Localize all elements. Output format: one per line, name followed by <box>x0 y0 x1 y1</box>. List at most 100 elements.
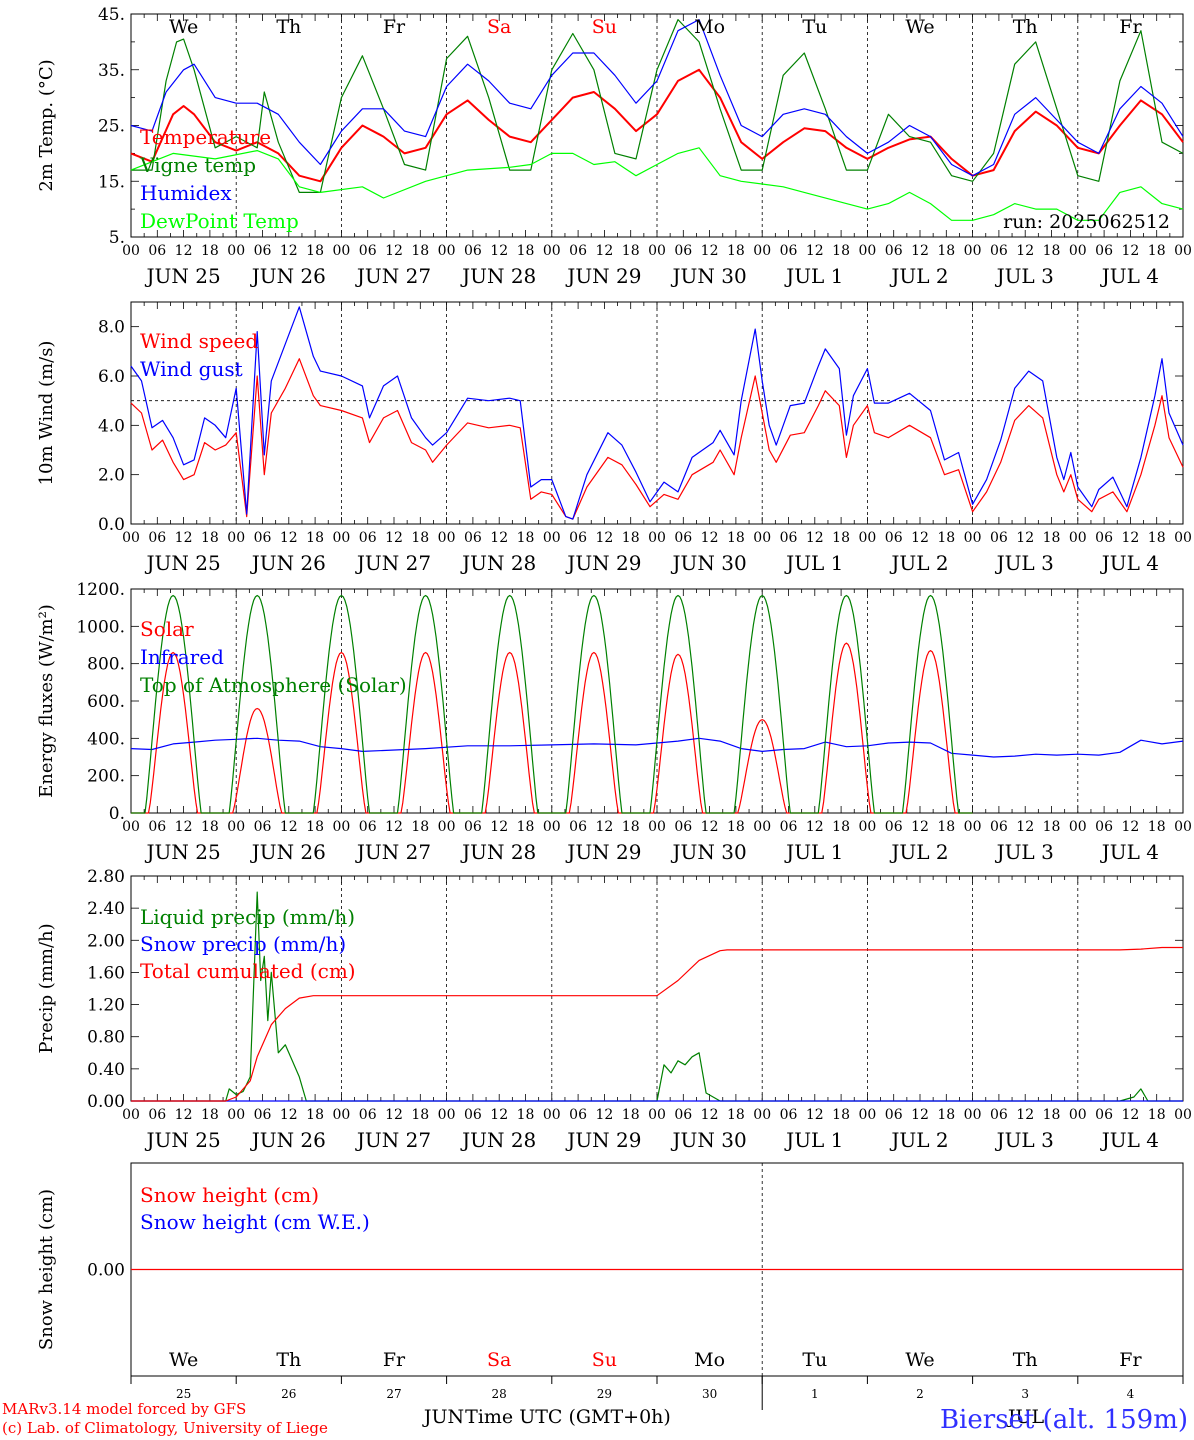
hour-tick-label: 06 <box>990 1107 1008 1123</box>
hour-tick-label: 06 <box>254 530 272 546</box>
hour-tick-label: 18 <box>1148 530 1166 546</box>
date-label: JUN 29 <box>565 840 641 864</box>
hour-tick-label: 12 <box>385 530 403 546</box>
hour-tick-label: 00 <box>332 1107 350 1123</box>
weekday-label: We <box>905 1349 934 1371</box>
date-label: JUN 28 <box>460 840 536 864</box>
hour-tick-label: 12 <box>1016 819 1034 835</box>
hour-tick-label: 00 <box>1174 243 1192 259</box>
date-label: JUL 4 <box>1100 840 1159 864</box>
hour-tick-label: 18 <box>411 1107 429 1123</box>
series-line-dewpoint-temp <box>130 147 1184 221</box>
station-label: Bierset (alt. 159m) <box>940 1405 1188 1435</box>
y-tick-label: 600. <box>87 692 125 712</box>
hour-tick-label: 12 <box>385 243 403 259</box>
hour-tick-label: 18 <box>937 530 955 546</box>
weekday-label: Tu <box>802 1349 827 1371</box>
hour-tick-label: 18 <box>727 530 745 546</box>
date-label: JUL 2 <box>889 264 948 288</box>
y-tick-label: 0.40 <box>87 1060 125 1080</box>
hour-tick-label: 12 <box>595 243 613 259</box>
weekday-label: Th <box>276 1349 301 1371</box>
hour-tick-label: 00 <box>227 1107 245 1123</box>
weekday-label: Sa <box>487 1349 511 1371</box>
hour-tick-label: 06 <box>569 819 587 835</box>
hour-tick-label: 06 <box>885 530 903 546</box>
date-label: JUL 4 <box>1100 551 1159 575</box>
hour-tick-label: 00 <box>964 1107 982 1123</box>
y-tick-label: 0.0 <box>98 515 125 535</box>
hour-tick-label: 12 <box>701 530 719 546</box>
hour-tick-label: 06 <box>674 530 692 546</box>
hour-tick-label: 06 <box>990 819 1008 835</box>
month-label: JUN <box>422 1406 464 1428</box>
hour-tick-label: 12 <box>175 243 193 259</box>
y-tick-label: 2.80 <box>87 867 125 887</box>
hour-tick-label: 00 <box>332 819 350 835</box>
hour-tick-label: 12 <box>911 243 929 259</box>
legend-label: Snow height (cm) <box>140 1183 319 1207</box>
panel-4: 0.00 0.40 0.80 1.20 1.60 2.00 2.40 2.80 Precip (… <box>36 867 1192 1152</box>
hour-tick-label: 00 <box>1174 530 1192 546</box>
bottom-axis: 25 26 27 28 29 30 1 2 3 4 JUN JUL Time UTC (GMT+0h) M… <box>2 1375 1188 1437</box>
hour-tick-label: 12 <box>1121 1107 1139 1123</box>
legend-label: Wind speed <box>140 329 258 353</box>
panel-5: 0.00 Snow height (cm) Snow height (cm) Snow… <box>36 1162 1184 1377</box>
date-label: JUN 27 <box>355 1128 431 1152</box>
y-tick-label: 0.00 <box>87 1092 125 1112</box>
hour-tick-label: 06 <box>1095 819 1113 835</box>
y-axis-label: Precip (mm/h) <box>36 923 57 1053</box>
date-label: JUN 25 <box>145 840 221 864</box>
y-tick-label: 800. <box>87 655 125 675</box>
hour-tick-label: 18 <box>622 530 640 546</box>
hour-tick-label: 00 <box>1069 1107 1087 1123</box>
date-label: JUN 27 <box>355 840 431 864</box>
hour-tick-label: 18 <box>1043 819 1061 835</box>
hour-tick-label: 12 <box>806 819 824 835</box>
hour-tick-label: 06 <box>148 530 166 546</box>
hour-tick-label: 18 <box>306 819 324 835</box>
legend-label: Solar <box>140 617 194 641</box>
hour-tick-label: 06 <box>990 530 1008 546</box>
y-tick-label: 0.80 <box>87 1028 125 1048</box>
hour-tick-label: 12 <box>1016 530 1034 546</box>
hour-tick-label: 06 <box>885 1107 903 1123</box>
date-label: JUL 1 <box>784 1128 843 1152</box>
date-label: JUL 4 <box>1100 1128 1159 1152</box>
y-tick-label: 5. <box>109 228 125 248</box>
date-label: JUN 29 <box>565 264 641 288</box>
hour-tick-label: 06 <box>885 819 903 835</box>
hour-tick-label: 06 <box>148 819 166 835</box>
date-label: JUL 2 <box>889 840 948 864</box>
hour-tick-label: 18 <box>622 243 640 259</box>
date-label: JUL 3 <box>995 1128 1054 1152</box>
hour-tick-label: 18 <box>727 1107 745 1123</box>
hour-tick-label: 12 <box>595 819 613 835</box>
date-label: JUN 25 <box>145 264 221 288</box>
hour-tick-label: 18 <box>727 819 745 835</box>
hour-tick-label: 00 <box>438 530 456 546</box>
hour-tick-label: 00 <box>227 530 245 546</box>
hour-tick-label: 06 <box>569 243 587 259</box>
date-label: JUN 29 <box>565 551 641 575</box>
hour-tick-label: 18 <box>832 819 850 835</box>
panel-2: 0.0 2.0 4.0 6.0 8.0 10m Wind (m/s) Wind speed W… <box>36 301 1192 575</box>
series-line-wind-gust <box>130 306 1184 520</box>
hour-tick-label: 12 <box>911 530 929 546</box>
weekday-label: Tu <box>802 16 827 38</box>
hour-tick-label: 00 <box>1174 1107 1192 1123</box>
hour-tick-label: 12 <box>806 243 824 259</box>
date-label: JUL 2 <box>889 551 948 575</box>
weekday-label: Th <box>276 16 301 38</box>
series-line-vigne-temp <box>131 19 1184 193</box>
hour-tick-label: 18 <box>1043 1107 1061 1123</box>
weekday-label: Mo <box>694 16 725 38</box>
y-tick-label: 200. <box>87 767 125 787</box>
hour-tick-label: 00 <box>122 819 140 835</box>
date-label: JUN 30 <box>671 840 747 864</box>
hour-tick-label: 18 <box>201 243 219 259</box>
hour-tick-label: 00 <box>858 243 876 259</box>
hour-tick-label: 18 <box>306 1107 324 1123</box>
hour-tick-label: 00 <box>858 1107 876 1123</box>
hour-tick-label: 18 <box>411 243 429 259</box>
